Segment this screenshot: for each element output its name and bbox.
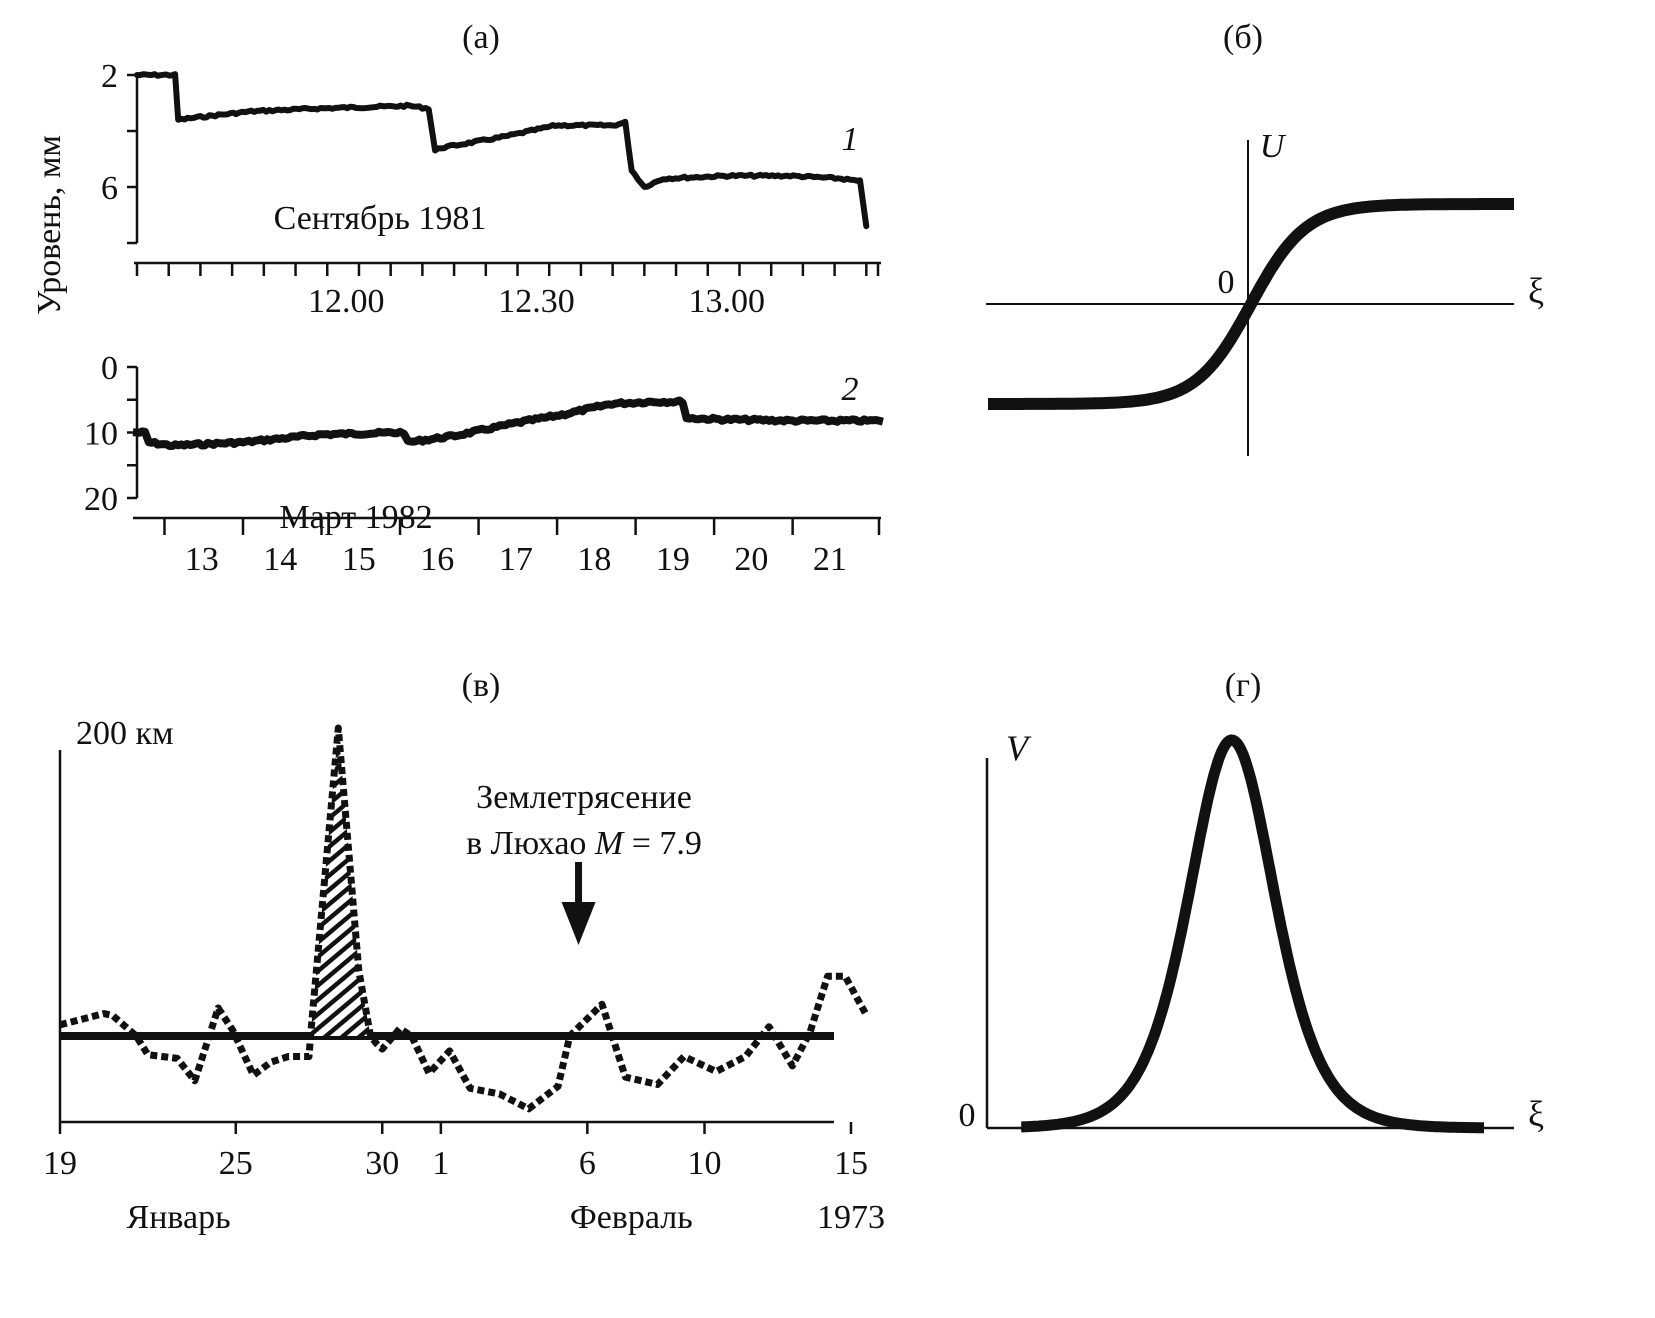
a1-x-tick-label: 12.30 — [498, 283, 575, 320]
a2-x-tick-label: 18 — [577, 541, 611, 578]
panel-d-origin-label: 0 — [959, 1097, 976, 1134]
a2-y-tick-label: 0 — [101, 350, 118, 387]
panel-a1-plot: 2 6 12.00 12.30 13.00 — [101, 58, 881, 320]
panel-a1-curve-label: 1 — [842, 121, 859, 158]
panel-d-x-axis-label: ξ — [1528, 1094, 1544, 1134]
earthquake-annotation-line1: Землетрясение — [476, 779, 692, 816]
a1-x-tick-label: 13.00 — [689, 283, 766, 320]
a2-x-tick-label: 13 — [185, 541, 219, 578]
a1-series-line — [134, 71, 870, 230]
panel-b-y-axis-label: U — [1260, 128, 1287, 165]
panel-a-label: (а) — [462, 19, 500, 56]
a2-x-tick-label: 15 — [342, 541, 376, 578]
a2-y-tick-label: 10 — [84, 416, 118, 453]
c-x-tick-label: 1 — [432, 1145, 449, 1182]
d-series-curve — [1021, 734, 1484, 1134]
a1-y-tick-label: 6 — [101, 170, 118, 207]
c-x-tick-label: 15 — [834, 1145, 868, 1182]
panel-a2-plot: 0 10 20 13 14 15 16 17 18 19 20 21 — [84, 350, 884, 578]
a2-y-tick-label: 20 — [84, 481, 118, 518]
panel-b-plot — [986, 140, 1514, 456]
panel-d-plot — [985, 734, 1514, 1134]
panel-c-y-top-label: 200 км — [76, 715, 174, 752]
a2-x-tick-label: 16 — [420, 541, 454, 578]
c-x-tick-label: 30 — [365, 1145, 399, 1182]
panel-d-label: (г) — [1225, 667, 1262, 704]
c-month-label: Январь — [127, 1199, 231, 1236]
c-x-tick-label: 10 — [688, 1145, 722, 1182]
a1-y-tick-label: 2 — [101, 58, 118, 95]
a2-series-line — [132, 396, 884, 450]
panel-c-plot: 19 25 30 1 6 10 15 Январь Февраль 1973 — [43, 724, 885, 1236]
panel-d-y-axis-label: V — [1006, 728, 1032, 768]
b-series-curve — [988, 198, 1514, 410]
c-month-label: 1973 — [817, 1199, 885, 1236]
c-x-tick-label: 25 — [219, 1145, 253, 1182]
panel-c-label: (в) — [462, 667, 501, 704]
c-x-tick-label: 19 — [43, 1145, 77, 1182]
a2-x-tick-label: 19 — [656, 541, 690, 578]
earthquake-annotation-line2: в Люхао M = 7.9 — [466, 825, 702, 862]
earthquake-arrow-head — [561, 902, 596, 945]
panel-b-origin-label: 0 — [1218, 264, 1235, 301]
c-series-line — [59, 724, 869, 1113]
a2-x-tick-label: 20 — [734, 541, 768, 578]
earthquake-location: в Люхао — [466, 825, 586, 862]
a2-x-tick-label: 17 — [499, 541, 533, 578]
panel-b-x-axis-label: ξ — [1528, 271, 1544, 311]
a2-x-tick-label: 21 — [813, 541, 847, 578]
panel-a-y-axis-label: Уровень, мм — [31, 135, 68, 315]
c-month-label: Февраль — [570, 1199, 693, 1236]
panel-b-label: (б) — [1223, 19, 1263, 56]
panel-a1-caption: Сентябрь 1981 — [274, 200, 487, 237]
a1-x-tick-label: 12.00 — [308, 283, 385, 320]
panel-a2-curve-label: 2 — [842, 371, 859, 408]
a2-x-tick-label: 14 — [263, 541, 297, 578]
magnitude-symbol: M — [594, 825, 625, 862]
magnitude-value: = 7.9 — [623, 825, 702, 862]
c-x-tick-label: 6 — [579, 1145, 596, 1182]
